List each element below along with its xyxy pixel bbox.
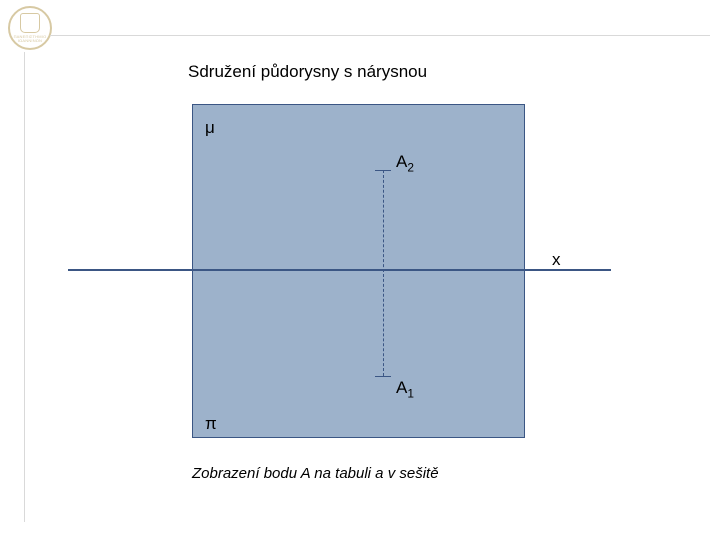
tick-a1	[375, 376, 391, 377]
header-divider	[50, 35, 710, 36]
label-pi: π	[205, 414, 217, 434]
left-rule	[24, 52, 25, 522]
slide-page: { "meta": { "width_px": 720, "height_px"…	[0, 0, 720, 540]
logo-text-2: ΙΩΑΝΝΙΝΩΝ	[18, 39, 42, 43]
projection-line	[383, 170, 384, 376]
x-axis-label: x	[552, 250, 561, 270]
slide-caption: Zobrazení bodu A na tabuli a v sešitě	[192, 465, 439, 482]
label-mu: μ	[205, 118, 215, 138]
label-a1: A1	[396, 378, 414, 400]
slide-title: Sdružení půdorysny s nárysnou	[188, 62, 427, 82]
logo-crest-icon	[20, 13, 40, 33]
x-axis-line	[68, 269, 611, 271]
diagram-panel	[192, 104, 525, 438]
tick-a2	[375, 170, 391, 171]
university-logo: ΠΑΝΕΠΙΣΤΗΜΙΟ ΙΩΑΝΝΙΝΩΝ	[8, 6, 52, 50]
label-a2: A2	[396, 152, 414, 174]
